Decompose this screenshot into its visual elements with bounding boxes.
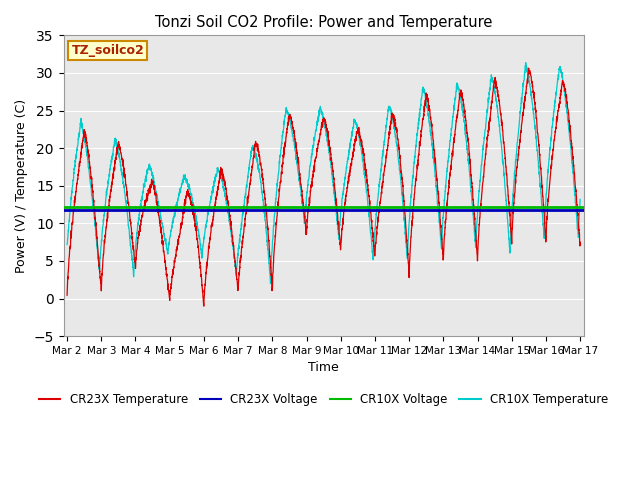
Legend: CR23X Temperature, CR23X Voltage, CR10X Voltage, CR10X Temperature: CR23X Temperature, CR23X Voltage, CR10X … (34, 389, 613, 411)
X-axis label: Time: Time (308, 361, 339, 374)
Text: TZ_soilco2: TZ_soilco2 (72, 44, 144, 57)
Title: Tonzi Soil CO2 Profile: Power and Temperature: Tonzi Soil CO2 Profile: Power and Temper… (155, 15, 492, 30)
Y-axis label: Power (V) / Temperature (C): Power (V) / Temperature (C) (15, 99, 28, 273)
